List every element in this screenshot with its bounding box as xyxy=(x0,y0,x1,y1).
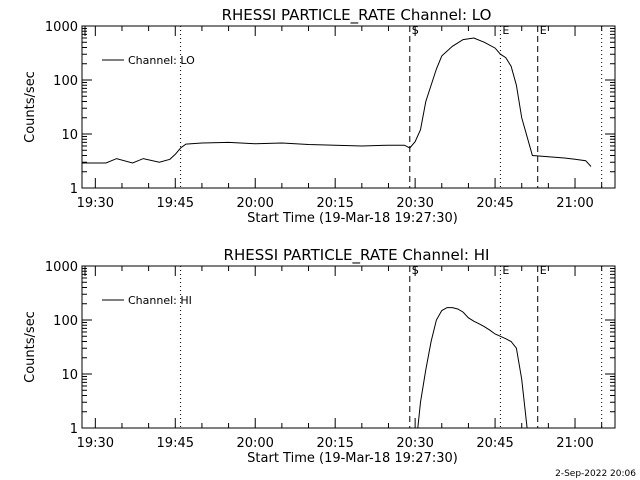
x-tick-label: 21:00 xyxy=(556,196,593,211)
y-axis-label: Counts/sec xyxy=(23,71,38,143)
plot-frame xyxy=(81,25,616,189)
x-tick-label: 19:30 xyxy=(77,196,114,211)
chart-title: RHESSI PARTICLE_RATE Channel: LO xyxy=(222,6,492,25)
legend-label: Channel: HI xyxy=(128,294,192,307)
y-tick-label: 10 xyxy=(61,128,78,143)
timestamp-footer: 2-Sep-2022 20:06 xyxy=(555,469,636,479)
series-line xyxy=(82,37,592,167)
event-marker-label: E xyxy=(502,24,509,37)
x-tick-label: 20:00 xyxy=(236,196,273,211)
y-axis-label: Counts/sec xyxy=(23,311,38,383)
x-tick-label: 20:45 xyxy=(476,196,513,211)
x-tick-label: 20:00 xyxy=(236,436,273,451)
x-tick-label: 19:45 xyxy=(157,436,194,451)
plot-frame xyxy=(81,265,616,429)
event-marker-label: E xyxy=(540,264,547,277)
x-tick-label: 20:15 xyxy=(316,436,353,451)
y-tick-label: 100 xyxy=(53,74,78,89)
x-axis-label: Start Time (19-Mar-18 19:27:30) xyxy=(247,211,458,226)
chart-title: RHESSI PARTICLE_RATE Channel: HI xyxy=(224,246,490,265)
event-marker-label: S xyxy=(412,24,419,37)
event-marker-label: S xyxy=(412,264,419,277)
y-tick-label: 100 xyxy=(53,314,78,329)
series-line xyxy=(417,307,528,429)
x-axis-label: Start Time (19-Mar-18 19:27:30) xyxy=(247,451,458,466)
hi-channel-plot: RHESSI PARTICLE_RATE Channel: HI Counts/s… xyxy=(23,246,616,466)
x-tick-label: 19:45 xyxy=(157,196,194,211)
y-tick-label: 10 xyxy=(61,368,78,383)
legend-label: Channel: LO xyxy=(128,54,195,67)
x-tick-label: 20:45 xyxy=(476,436,513,451)
x-tick-label: 21:00 xyxy=(556,436,593,451)
y-tick-label: 1 xyxy=(70,422,78,437)
y-tick-label: 1000 xyxy=(45,20,78,35)
y-tick-label: 1000 xyxy=(45,260,78,275)
x-tick-label: 20:15 xyxy=(316,196,353,211)
y-tick-label: 1 xyxy=(70,182,78,197)
x-tick-label: 19:30 xyxy=(77,436,114,451)
lo-channel-plot: RHESSI PARTICLE_RATE Channel: LO Counts/s… xyxy=(23,6,616,226)
x-tick-label: 20:30 xyxy=(396,196,433,211)
x-tick-label: 20:30 xyxy=(396,436,433,451)
event-marker-label: E xyxy=(540,24,547,37)
event-marker-label: E xyxy=(502,264,509,277)
